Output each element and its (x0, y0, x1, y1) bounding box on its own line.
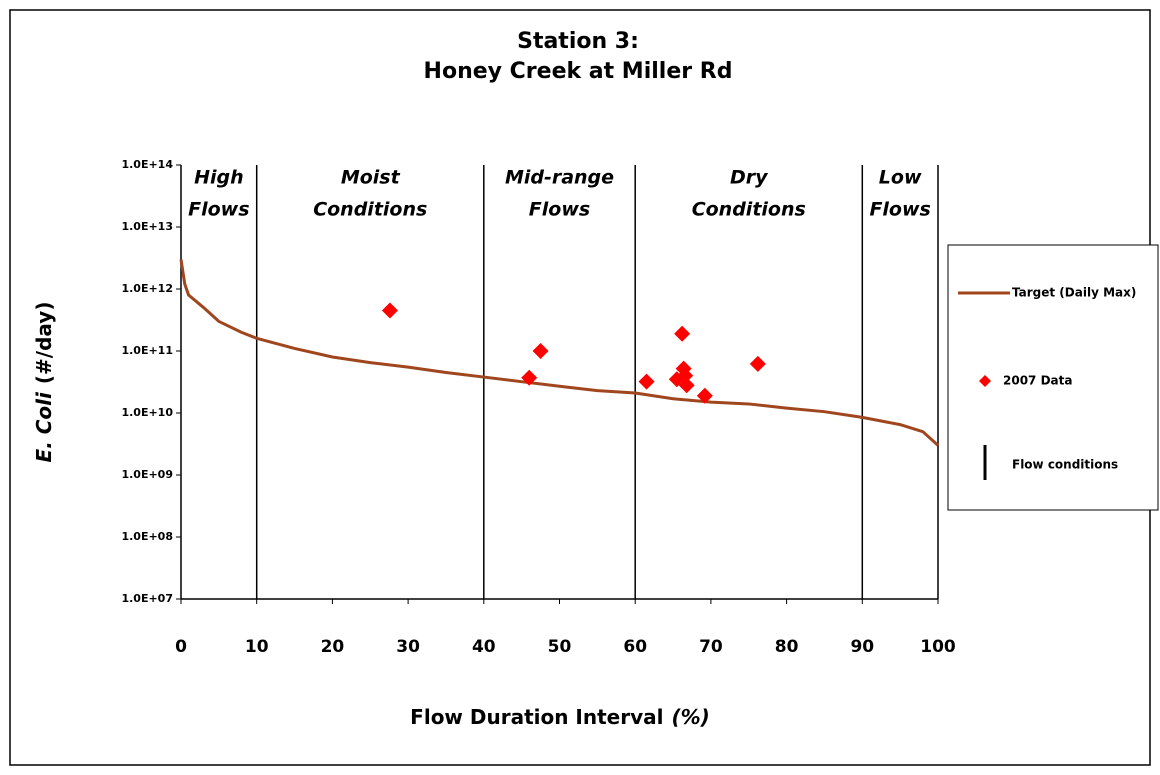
data-point (521, 369, 538, 386)
region-label: Low (879, 167, 922, 189)
x-tick-label: 50 (548, 637, 572, 657)
x-tick-label: 40 (472, 637, 496, 657)
region-label: Flows (529, 199, 590, 221)
region-label: Conditions (313, 199, 427, 221)
x-axis-label: Flow Duration Interval (%) (410, 705, 710, 729)
data-point (381, 302, 398, 319)
chart-title: Honey Creek at Miller Rd (424, 59, 733, 84)
x-tick-label: 30 (396, 637, 420, 657)
target-line (179, 259, 940, 447)
data-point (749, 355, 766, 372)
x-tick-label: 90 (850, 637, 874, 657)
x-tick-label: 80 (775, 637, 799, 657)
region-label: Flows (188, 199, 249, 221)
region-label: Mid-range (505, 167, 614, 189)
legend-label: Target (Daily Max) (1012, 286, 1136, 300)
region-label: Conditions (692, 199, 806, 221)
y-tick-label: 1.0E+07 (121, 592, 173, 605)
y-axis-label: E. Coli (#/day) (32, 302, 56, 463)
legend-swatch (979, 375, 991, 387)
y-tick-label: 1.0E+11 (121, 344, 173, 357)
x-axis-label-unit: (%) (671, 705, 709, 729)
legend-label: 2007 Data (1003, 374, 1072, 388)
y-tick-label: 1.0E+08 (121, 530, 173, 543)
data-point (638, 373, 655, 390)
y-tick-label: 1.0E+13 (121, 220, 173, 233)
chart-title: Station 3: (517, 29, 639, 54)
x-axis-label-text: Flow Duration Interval (410, 705, 663, 729)
data-point (674, 325, 691, 342)
y-tick-label: 1.0E+10 (121, 406, 173, 419)
y-axis-label-text: E. Coli (32, 391, 56, 462)
data-point (696, 387, 713, 404)
data-point (677, 367, 694, 384)
x-tick-label: 100 (920, 637, 956, 657)
x-tick-label: 70 (699, 637, 723, 657)
y-tick-label: 1.0E+14 (121, 158, 173, 171)
y-axis-label-unit: (#/day) (32, 302, 56, 385)
y-tick-label: 1.0E+12 (121, 282, 173, 295)
x-tick-label: 10 (245, 637, 269, 657)
data-point (678, 377, 695, 394)
y-tick-label: 1.0E+09 (121, 468, 173, 481)
region-label: High (194, 167, 244, 189)
region-label: Flows (869, 199, 930, 221)
region-label: Dry (730, 167, 769, 189)
region-label: Moist (341, 167, 401, 189)
x-tick-label: 0 (175, 637, 187, 657)
legend-label: Flow conditions (1012, 458, 1118, 472)
x-tick-label: 60 (623, 637, 647, 657)
x-tick-label: 20 (321, 637, 345, 657)
data-point (532, 343, 549, 359)
